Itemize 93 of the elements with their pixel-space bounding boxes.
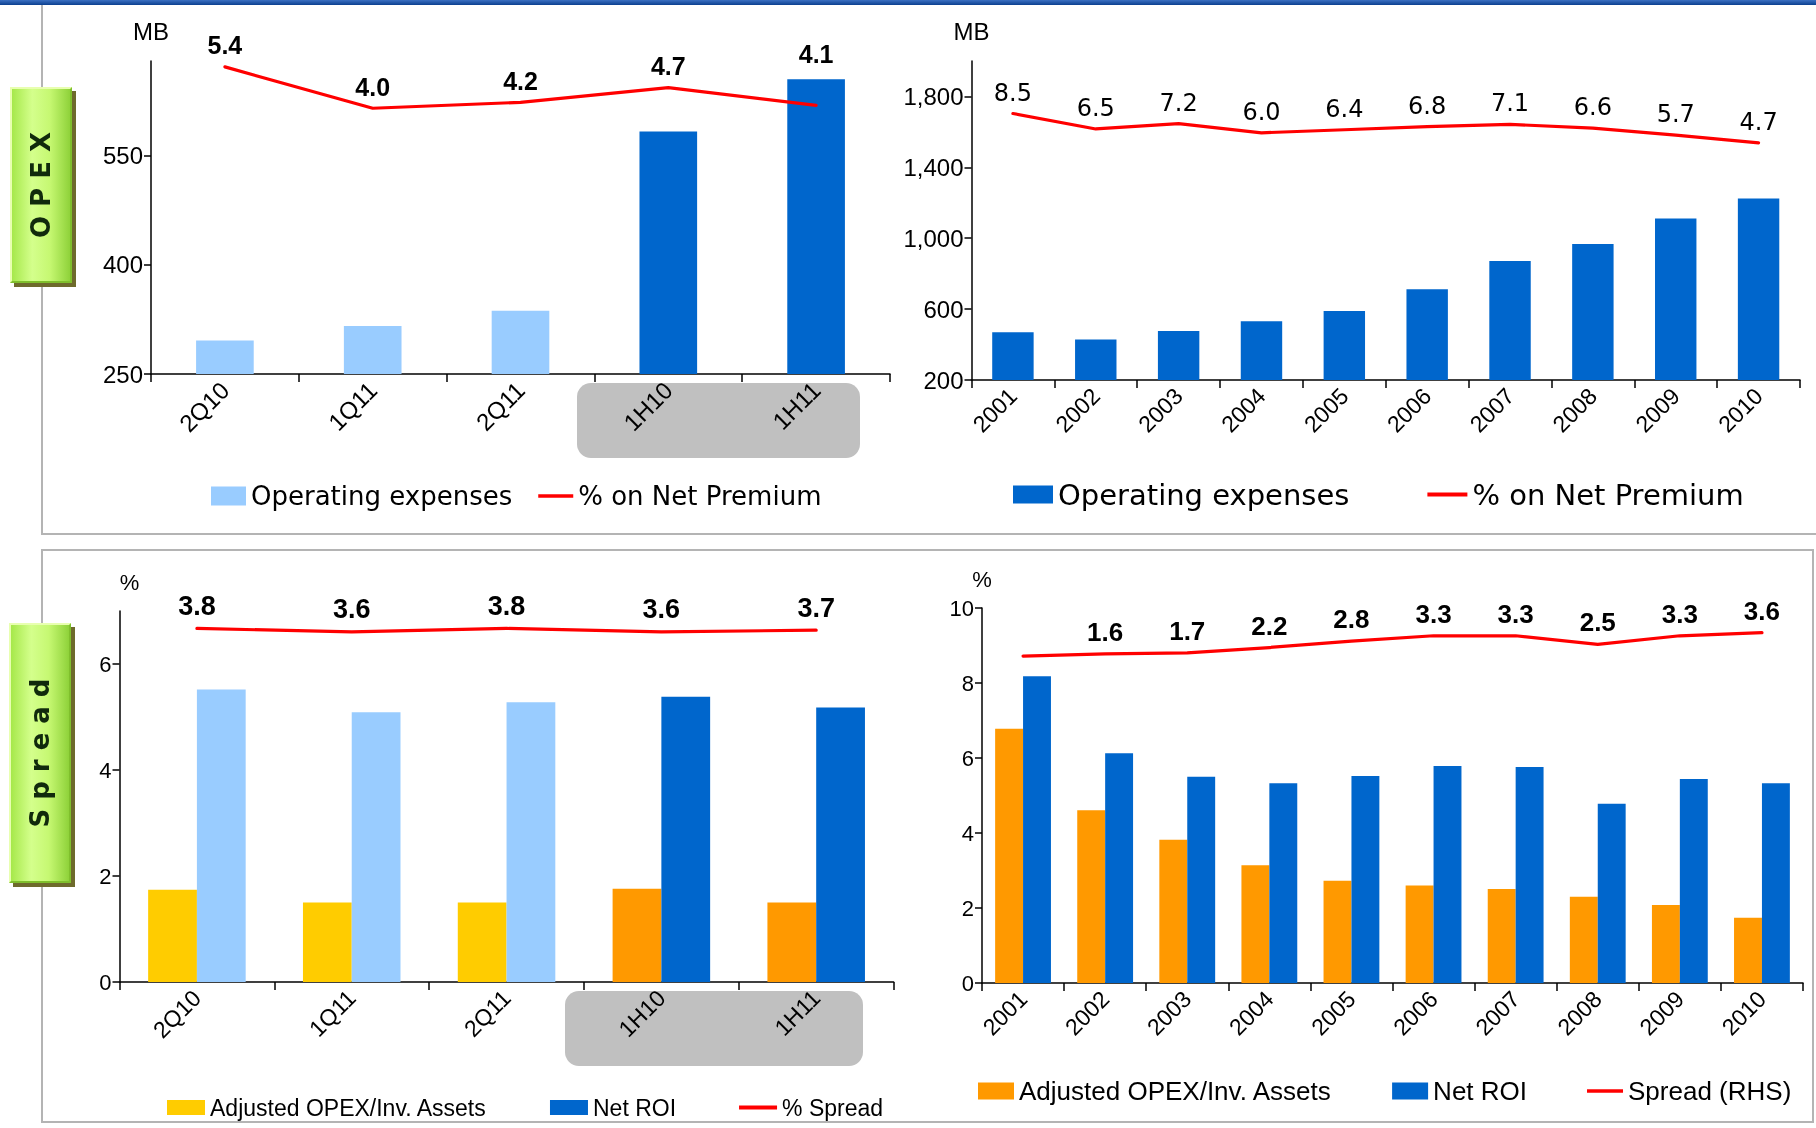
- legend-label: Net ROI: [1433, 1076, 1528, 1106]
- y-axis-title: %: [119, 569, 140, 595]
- bar: [995, 728, 1024, 983]
- data-label: 6.8: [1408, 91, 1447, 120]
- bar: [1323, 880, 1352, 983]
- data-label: 2.5: [1579, 607, 1616, 638]
- y-tick-label: 550: [102, 142, 143, 170]
- bar: [767, 902, 817, 982]
- bar: [1651, 905, 1680, 983]
- data-label: 3.6: [332, 594, 371, 625]
- data-label: 4.1: [798, 39, 834, 68]
- data-label: 6.5: [1076, 93, 1115, 122]
- legend-label: Net ROI: [592, 1094, 677, 1121]
- text: OPEX: [26, 123, 56, 240]
- y-tick-label: 0: [961, 970, 974, 996]
- bar: [1105, 753, 1134, 983]
- legend-label: Adjusted OPEX/Inv. Assets: [210, 1094, 486, 1121]
- data-label: 4.7: [1739, 107, 1778, 136]
- bar: [1487, 888, 1516, 983]
- data-label: 3.7: [797, 592, 835, 623]
- bar: [1351, 776, 1380, 983]
- data-label: 1.6: [1087, 616, 1124, 647]
- bar: [1433, 765, 1462, 983]
- y-tick-label: 250: [102, 360, 143, 388]
- bar: [1187, 776, 1216, 983]
- y-tick-label: 600: [923, 295, 964, 323]
- y-tick-label: 0: [99, 969, 112, 995]
- data-label: 3.3: [1661, 598, 1698, 629]
- legend-label: % on Net Premium: [578, 481, 822, 511]
- bar: [816, 707, 865, 982]
- legend-label: % Spread: [782, 1094, 884, 1121]
- bar: [1241, 865, 1270, 983]
- bar: [196, 689, 246, 982]
- bar: [1077, 810, 1106, 983]
- y-axis-title: %: [972, 566, 992, 592]
- data-label: 3.8: [487, 590, 526, 621]
- data-label: 3.8: [178, 590, 216, 621]
- y-tick-label: 400: [102, 251, 143, 279]
- bar: [1405, 885, 1434, 983]
- bar: [506, 702, 556, 982]
- bar: [612, 888, 662, 982]
- data-label: 7.2: [1159, 88, 1198, 117]
- bar: [1734, 917, 1762, 983]
- bar: [1023, 676, 1051, 983]
- bar: [302, 902, 352, 982]
- bar: [1569, 896, 1598, 983]
- bar: [1761, 783, 1790, 983]
- y-tick-label: 1,800: [903, 82, 964, 110]
- bar: [148, 889, 197, 982]
- data-label: 1.7: [1169, 615, 1206, 646]
- y-tick-label: 6: [961, 745, 974, 771]
- bar: [1269, 783, 1298, 983]
- bar: [1679, 779, 1708, 983]
- y-tick-label: 8: [961, 670, 974, 696]
- data-label: 4.2: [503, 66, 538, 95]
- data-label: 3.6: [642, 594, 681, 625]
- y-tick-label: 4: [961, 820, 974, 846]
- data-label: 2.8: [1333, 604, 1370, 635]
- y-tick-label: 4: [99, 757, 112, 783]
- data-label: 4.0: [355, 72, 391, 101]
- text: Spread: [25, 669, 55, 830]
- data-label: 5.4: [207, 31, 243, 60]
- legend-label: Operating expenses: [251, 481, 513, 511]
- bar: [1515, 767, 1544, 983]
- y-tick-label: 6: [99, 651, 112, 677]
- data-label: 8.5: [993, 78, 1033, 107]
- data-label: 3.6: [1743, 595, 1781, 626]
- data-label: 4.7: [650, 52, 686, 81]
- data-label: 6.0: [1242, 97, 1281, 126]
- data-label: 6.4: [1325, 94, 1364, 123]
- legend-label: Operating expenses: [1058, 477, 1350, 512]
- bar: [661, 696, 711, 982]
- bar: [1159, 839, 1188, 983]
- bar: [1597, 803, 1626, 983]
- y-axis-title: MB: [953, 17, 990, 45]
- bar: [457, 902, 507, 982]
- data-label: 3.3: [1497, 598, 1534, 629]
- data-label: 7.1: [1490, 89, 1530, 118]
- data-label: 2.2: [1251, 610, 1288, 641]
- y-tick-label: 1,000: [903, 224, 964, 252]
- y-tick-label: 1,400: [903, 153, 964, 181]
- data-label: 5.7: [1656, 100, 1695, 129]
- y-tick-label: 2: [961, 895, 974, 921]
- bar: [351, 712, 401, 982]
- legend-label: Adjusted OPEX/Inv. Assets: [1019, 1076, 1331, 1106]
- legend-label: Spread (RHS): [1628, 1076, 1792, 1106]
- y-tick-label: 2: [99, 863, 112, 889]
- y-axis-title: MB: [133, 17, 169, 45]
- legend-label: % on Net Premium: [1472, 477, 1744, 512]
- y-tick-label: 10: [949, 595, 974, 621]
- data-label: 3.3: [1415, 598, 1452, 629]
- y-tick-label: 200: [923, 366, 964, 394]
- data-label: 6.6: [1573, 93, 1612, 122]
